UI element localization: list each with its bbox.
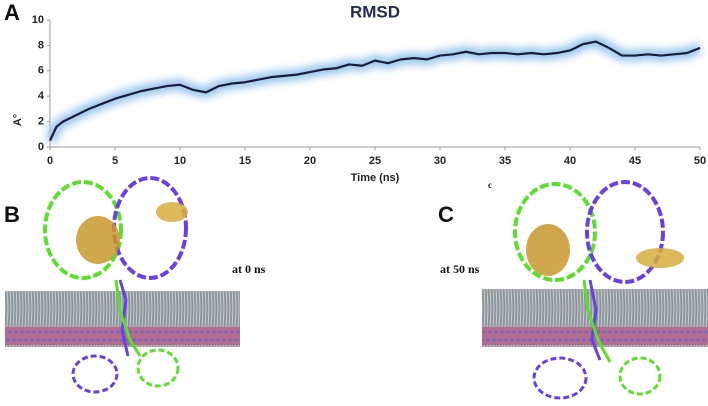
chart-title: RMSD [350, 2, 400, 21]
ligand [76, 216, 120, 264]
structure-b [5, 176, 240, 394]
x-tick-label: 30 [434, 155, 446, 167]
panel-label: A [4, 0, 20, 25]
y-tick-label: 2 [38, 116, 44, 128]
x-tick-label: 40 [564, 155, 576, 167]
protein-purple [112, 176, 188, 280]
protein-purple [585, 180, 665, 284]
y-tick-label: 0 [38, 141, 44, 153]
panel-label: B [4, 202, 20, 227]
annotation: at 0 ns [232, 262, 266, 276]
protein-green [43, 180, 123, 280]
protein-green [136, 348, 180, 388]
ligand [156, 202, 188, 222]
protein-green [513, 182, 597, 282]
ligand [526, 224, 570, 276]
x-tick-label: 20 [304, 155, 316, 167]
x-tick-label: 25 [369, 155, 381, 167]
x-tick-label: 45 [629, 155, 641, 167]
ligand [636, 248, 684, 268]
panel-label: C [438, 202, 454, 227]
helix [118, 279, 130, 357]
protein-green [618, 356, 662, 396]
x-tick-label: 15 [239, 155, 251, 167]
helix [582, 279, 612, 363]
structure-c [482, 180, 708, 400]
x-tick-label: 5 [112, 155, 118, 167]
x-tick-label: 0 [47, 155, 53, 167]
y-tick-label: 10 [32, 14, 44, 26]
y-axis-label: A° [12, 114, 24, 126]
annotation: c [488, 180, 492, 190]
y-tick-label: 4 [38, 90, 45, 102]
annotation: at 50 ns [440, 262, 480, 276]
x-axis-label: Time (ns) [351, 172, 400, 184]
helix [114, 279, 142, 357]
x-tick-label: 50 [694, 155, 706, 167]
protein-purple [532, 356, 588, 400]
x-tick-label: 10 [174, 155, 186, 167]
y-tick-label: 6 [38, 65, 44, 77]
x-tick-label: 35 [499, 155, 511, 167]
protein-purple [71, 354, 119, 394]
line [49, 40, 701, 142]
line-glow [44, 35, 703, 144]
y-tick-label: 8 [38, 39, 44, 51]
